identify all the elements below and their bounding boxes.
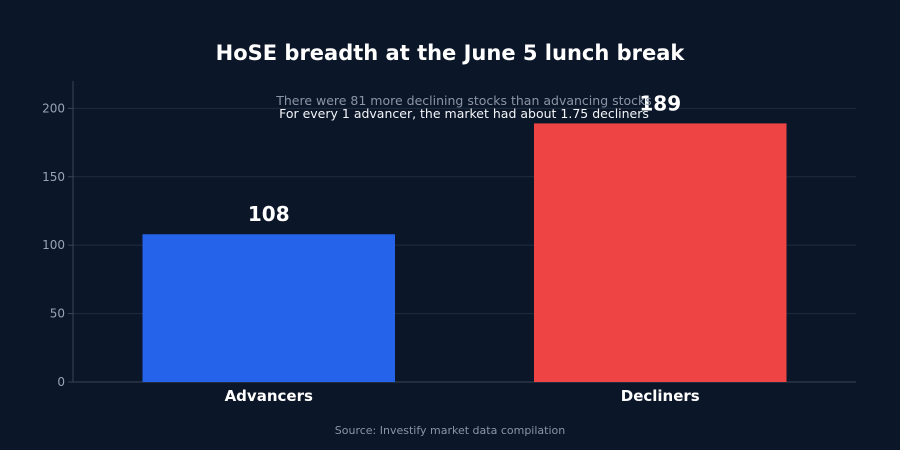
value-label-decliners: 189 [639,91,681,115]
x-tick-label-decliners: Decliners [621,387,700,405]
y-tick-label: 150 [42,170,65,184]
value-label-advancers: 108 [248,202,290,226]
annotation-difference: There were 81 more declining stocks than… [276,93,652,108]
source-note: Source: Investify market data compilatio… [334,424,566,437]
annotation-ratio: For every 1 advancer, the market had abo… [279,106,649,121]
bar-advancers [142,234,396,382]
y-tick-label: 200 [42,101,65,115]
bars [142,123,787,382]
chart-title: HoSE breadth at the June 5 lunch break [215,41,685,65]
y-tick-label: 100 [42,238,65,252]
bar-decliners [533,123,787,382]
y-tick-label: 50 [50,307,65,321]
y-tick-label: 0 [57,375,65,389]
x-tick-label-advancers: Advancers [225,387,313,405]
labels: 108 Advancers 189 Decliners [225,91,700,405]
